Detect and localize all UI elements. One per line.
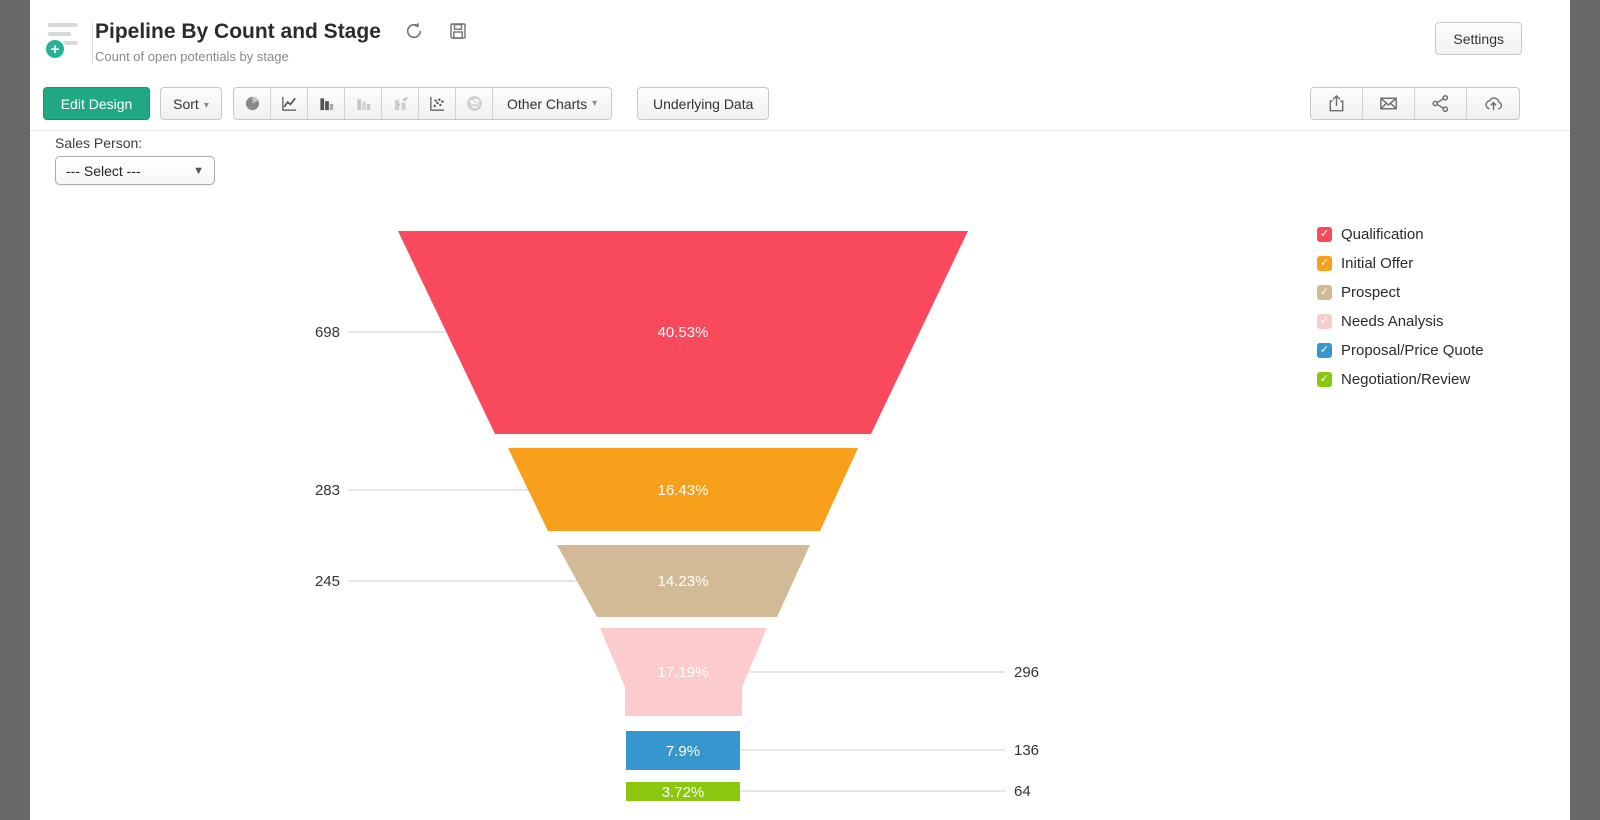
legend-label: Proposal/Price Quote [1341,342,1484,359]
legend-item-negotiation-review[interactable]: ✓ Negotiation/Review [1317,365,1484,394]
legend-item-initial-offer[interactable]: ✓ Initial Offer [1317,249,1484,278]
segment-percent: 14.23% [658,573,709,590]
chart-type-scatter-button[interactable] [419,88,456,119]
funnel-shape[interactable] [600,628,767,716]
chart-type-stacked-bar-button[interactable] [345,88,382,119]
legend-checkbox-checked-icon[interactable]: ✓ [1317,314,1332,329]
legend-item-needs-analysis[interactable]: ✓ Needs Analysis [1317,307,1484,336]
legend-label: Qualification [1341,226,1424,243]
funnel-segment-initial-offer: 283 16.43% [315,448,858,531]
refresh-icon [406,22,421,39]
export-button[interactable] [1311,88,1363,119]
select-value: --- Select --- [66,162,141,179]
toolbar: Edit Design Sort ▾ [30,87,1570,122]
legend-label: Negotiation/Review [1341,371,1471,388]
divider [30,130,1570,131]
bar-chart-icon [319,98,333,111]
funnel-chart: 698 40.53% 283 16.43% 245 14.23% 296 17.… [315,231,1039,801]
export-icon [1329,94,1344,112]
segment-percent: 40.53% [658,324,709,341]
segment-value: 245 [315,573,340,590]
chart-legend: ✓ Qualification ✓ Initial Offer ✓ Prospe… [1317,220,1484,394]
funnel-shape[interactable] [626,731,740,770]
report-logo-icon: + [44,20,84,64]
funnel-shape[interactable] [398,231,968,434]
chart-type-line-button[interactable] [271,88,308,119]
save-button[interactable] [447,21,469,43]
chart-type-map-button[interactable] [456,88,493,119]
legend-checkbox-checked-icon[interactable]: ✓ [1317,256,1332,271]
legend-label: Initial Offer [1341,255,1414,272]
segment-percent: 7.9% [666,743,700,760]
settings-button[interactable]: Settings [1435,22,1522,55]
funnel-segment-needs-analysis: 296 17.19% [600,628,1039,716]
segment-percent: 3.72% [662,784,705,801]
add-plus-icon: + [44,38,66,60]
chart-type-combo-button[interactable] [382,88,419,119]
legend-checkbox-checked-icon[interactable]: ✓ [1317,372,1332,387]
legend-item-proposal-price-quote[interactable]: ✓ Proposal/Price Quote [1317,336,1484,365]
funnel-segment-qualification: 698 40.53% [315,231,968,434]
legend-checkbox-checked-icon[interactable]: ✓ [1317,343,1332,358]
email-icon [1380,97,1397,110]
segment-value: 698 [315,324,340,341]
page-subtitle: Count of open potentials by stage [95,49,289,64]
legend-label: Prospect [1341,284,1401,301]
header: + Pipeline By Count and Stage [30,0,1570,84]
legend-item-qualification[interactable]: ✓ Qualification [1317,220,1484,249]
chart-type-pie-button[interactable] [234,88,271,119]
caret-down-icon: ▾ [203,99,209,111]
segment-value: 64 [1014,783,1031,800]
email-button[interactable] [1363,88,1415,119]
segment-percent: 16.43% [658,482,709,499]
segment-value: 136 [1014,742,1039,759]
segment-value: 296 [1014,664,1039,681]
funnel-shape[interactable] [557,545,810,617]
segment-value: 283 [315,482,340,499]
sales-person-label: Sales Person: [55,135,143,151]
caret-down-icon: ▾ [592,98,598,109]
line-chart-icon [281,96,296,111]
legend-checkbox-checked-icon[interactable]: ✓ [1317,227,1332,242]
stacked-bar-chart-icon [356,99,370,111]
publish-button[interactable] [1467,88,1519,119]
legend-label: Needs Analysis [1341,313,1444,330]
pie-chart-icon [245,96,259,111]
refresh-button[interactable] [403,21,425,43]
save-icon [450,23,466,39]
underlying-data-button[interactable]: Underlying Data [637,87,770,120]
publish-cloud-upload-icon [1484,97,1502,111]
funnel-segment-negotiation-review: 64 3.72% [626,782,1031,801]
caret-down-icon: ▼ [193,164,204,177]
legend-item-prospect[interactable]: ✓ Prospect [1317,278,1484,307]
chart-type-bar-button[interactable] [308,88,345,119]
share-icon [1432,94,1449,113]
sort-button[interactable]: Sort ▾ [160,87,222,120]
funnel-shape[interactable] [508,448,858,531]
funnel-segment-prospect: 245 14.23% [315,545,810,617]
share-button[interactable] [1415,88,1467,119]
logo-line [48,23,78,27]
chart-type-group: Other Charts ▾ [233,87,613,120]
report-page: + Pipeline By Count and Stage [30,0,1570,820]
legend-checkbox-checked-icon[interactable]: ✓ [1317,285,1332,300]
other-charts-button[interactable]: Other Charts ▾ [493,88,611,119]
logo-line [48,32,71,36]
edit-design-button[interactable]: Edit Design [43,87,150,120]
funnel-shape[interactable] [626,782,740,801]
scatter-chart-icon [429,96,444,111]
map-chart-icon [466,96,482,111]
funnel-segment-proposal-price-quote: 136 7.9% [626,731,1039,770]
page-title: Pipeline By Count and Stage [95,20,381,43]
segment-percent: 17.19% [658,664,709,681]
combo-chart-icon [394,96,408,111]
sales-person-select[interactable]: --- Select --- ▼ [55,156,215,185]
action-group [1310,87,1520,120]
header-divider [92,22,93,64]
